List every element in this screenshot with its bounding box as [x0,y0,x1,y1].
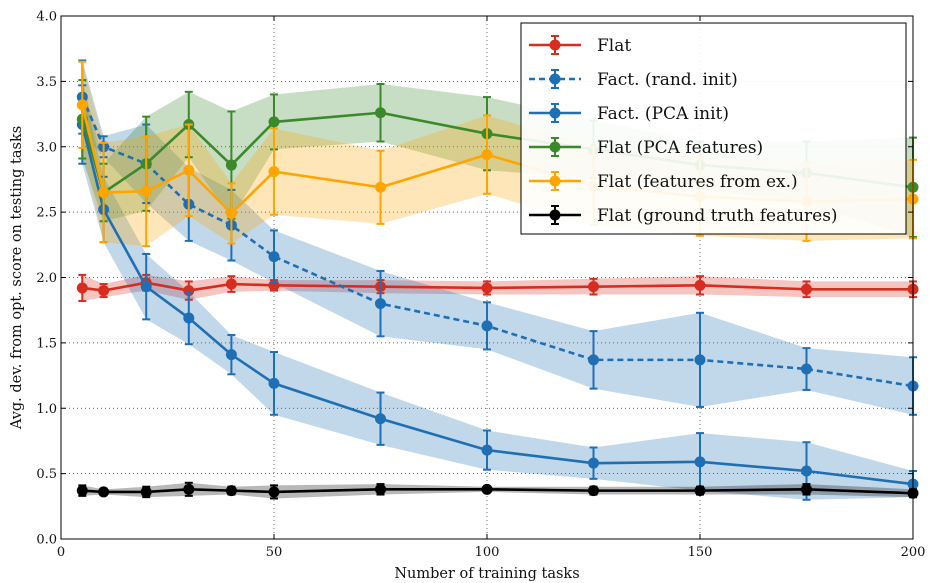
data-point [76,282,88,294]
data-point [268,251,280,263]
legend-label: Flat (features from ex.) [597,172,798,192]
legend-swatch-marker [549,107,561,119]
y-tick-label: 1.0 [36,402,57,417]
data-point [183,164,195,176]
y-tick-label: 2.0 [36,271,57,286]
data-point [481,320,493,332]
data-point [140,281,152,293]
legend-swatch-marker [549,141,561,153]
data-point [375,413,386,425]
data-point [801,283,812,295]
data-point [588,354,599,366]
data-point [588,457,599,469]
series-line [82,488,914,495]
series-group [76,273,919,303]
data-point [375,181,386,193]
data-point [76,99,88,111]
data-point [225,207,237,219]
legend-swatch-marker [549,175,561,187]
series-line [81,96,914,388]
y-axis-title: Avg. dev. from opt. score on testing tas… [9,126,25,430]
data-point [268,116,280,128]
data-point [98,285,110,297]
x-tick-label: 100 [475,545,500,560]
data-point [225,278,237,290]
data-point [588,485,599,497]
data-point [588,281,599,293]
series-group [76,481,919,500]
series-line [81,124,914,486]
data-point [801,363,812,375]
data-point [481,149,493,161]
legend-swatch-marker [549,209,561,221]
data-point [481,444,493,456]
data-point [481,483,493,495]
legend-swatch-marker [549,39,561,51]
x-tick-label: 0 [57,545,65,560]
series-line [82,281,913,292]
data-point [694,456,706,468]
data-point [268,166,280,178]
data-point [375,107,386,119]
data-point [225,349,237,361]
ticks-layer: 0 50 100 150 200 0.0 0.5 1.0 1.5 2.0 2.5 3.0 3.5 4.0 [36,10,925,561]
y-tick-label: 0.0 [36,533,57,548]
error-band [82,60,914,415]
y-tick-label: 4.0 [36,10,57,25]
data-point [183,483,195,495]
legend-label: Fact. (rand. init) [597,70,738,90]
data-point [694,485,706,497]
data-point [225,485,237,497]
data-point [694,354,706,366]
x-axis-title: Number of training tasks [394,566,579,582]
data-point [183,285,195,297]
y-tick-label: 3.0 [36,140,57,155]
legend-box [520,22,907,235]
y-tick-label: 3.5 [36,75,57,90]
data-point [140,486,152,498]
legend-label: Flat [597,36,631,56]
data-point [481,282,493,294]
x-tick-label: 50 [266,545,283,560]
data-point [375,298,386,310]
data-point [694,279,706,291]
data-point [183,312,195,324]
data-point [225,159,237,171]
legend-swatch-marker [549,73,561,85]
data-point [98,187,110,199]
error-band [82,85,914,500]
legend-label: Flat (ground truth features) [597,206,838,226]
data-point [801,483,812,495]
y-tick-label: 2.5 [36,206,57,221]
y-tick-label: 1.5 [36,336,57,351]
y-tick-label: 0.5 [36,467,57,482]
legend: Flat Fact. (rand. init) Fact. (PCA init) Fl… [520,22,907,235]
data-point [375,483,386,495]
data-point [268,486,280,498]
data-point [268,377,280,389]
data-point [98,486,110,498]
x-tick-label: 200 [901,545,926,560]
data-point [140,185,152,197]
x-tick-label: 150 [688,545,713,560]
legend-label: Fact. (PCA init) [597,104,729,124]
data-point [801,465,812,477]
data-point [76,485,88,497]
legend-label: Flat (PCA features) [597,138,763,158]
